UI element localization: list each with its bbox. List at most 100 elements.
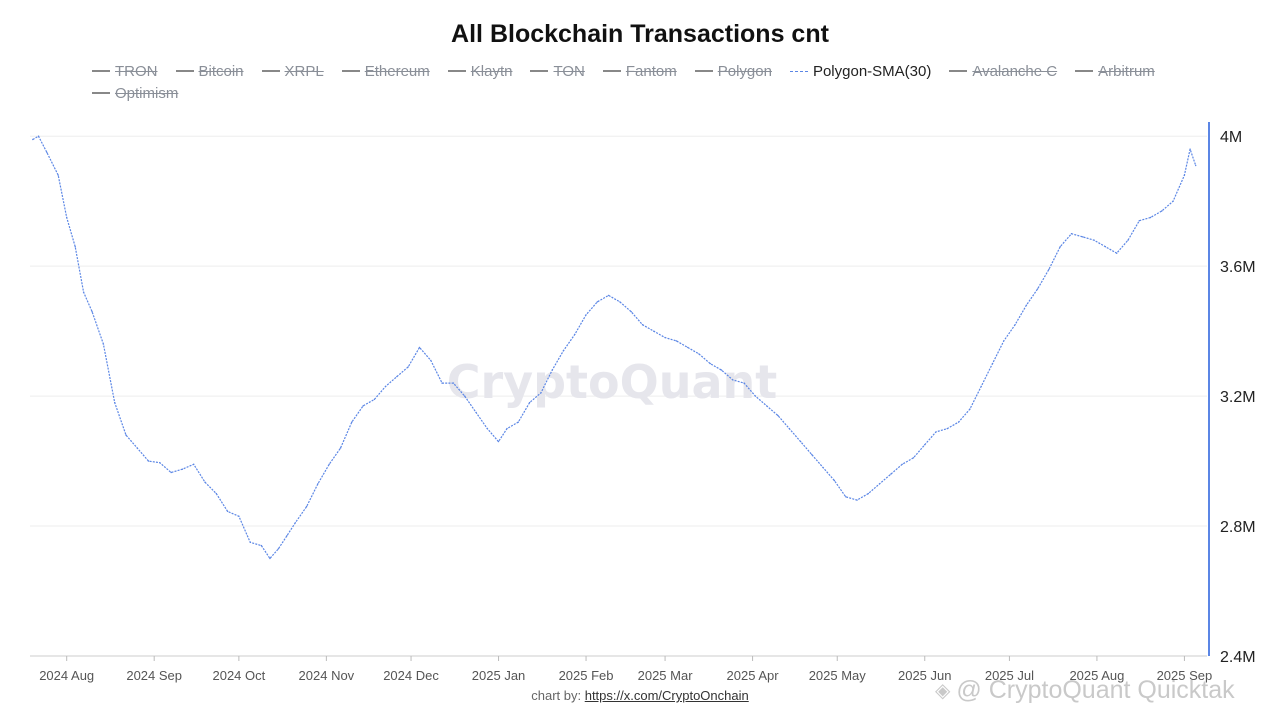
x-tick-label: 2024 Dec (383, 668, 439, 683)
series-point (1116, 252, 1118, 254)
series-point (720, 369, 723, 371)
legend-label: Fantom (625, 62, 677, 80)
series-point (1138, 220, 1141, 222)
legend-item-avalanche-c[interactable]: Avalanche C (949, 62, 1057, 80)
legend-item-xrpl[interactable]: XRPL (261, 62, 324, 80)
series-point (215, 492, 217, 495)
x-tick-label: 2025 Sep (1157, 668, 1213, 683)
series-point (339, 447, 342, 449)
series-point (277, 548, 280, 550)
series-point (114, 401, 116, 404)
legend-item-ton[interactable]: TON (530, 62, 585, 80)
series-point (418, 346, 421, 349)
legend-item-fantom[interactable]: Fantom (602, 62, 677, 80)
series-point (811, 453, 813, 456)
series-line-polygon-sma30 (32, 135, 1197, 560)
legend-label: TRON (115, 62, 158, 80)
legend-item-optimism[interactable]: Optimism (92, 84, 178, 102)
legend-item-ethereum[interactable]: Ethereum (341, 62, 430, 80)
legend-swatch (949, 70, 968, 72)
legend-swatch (92, 92, 110, 94)
legend-label: Klaytn (470, 62, 513, 80)
x-tick-label: 2024 Aug (39, 668, 94, 683)
series-point (822, 466, 824, 469)
legend-swatch (1075, 70, 1094, 72)
series-point (82, 291, 85, 293)
series-point (630, 311, 632, 313)
series-point (497, 440, 500, 443)
series-point (1025, 304, 1028, 306)
x-tick-label: 2024 Nov (299, 668, 355, 683)
legend-label: Bitcoin (198, 62, 244, 80)
legend-item-tron[interactable]: TRON (92, 62, 158, 80)
series-point (170, 471, 172, 474)
series-point (935, 431, 937, 433)
series-point (1036, 288, 1039, 290)
x-tick-label: 2025 May (809, 668, 867, 683)
series-point (238, 515, 240, 517)
x-tick-label: 2025 Jul (985, 668, 1034, 683)
legend-label: Arbitrum (1098, 62, 1155, 80)
series-point (743, 382, 745, 384)
series-point (159, 462, 161, 464)
credit-link[interactable]: https://x.com/CryptoOnchain (584, 688, 749, 703)
x-tick-label: 2025 Feb (559, 668, 614, 683)
series-point (193, 463, 195, 465)
legend-item-polygon[interactable]: Polygon (694, 62, 772, 80)
y-tick-label: 2.4M (1220, 649, 1256, 666)
chart-legend: TRON Bitcoin XRPL Ethereum Klaytn TON Fantom Po… (92, 62, 1202, 102)
series-point (430, 359, 432, 362)
series-point (384, 385, 387, 388)
series-point (924, 444, 926, 446)
corner-watermark-text: @ CryptoQuant Quicktak (956, 676, 1235, 704)
series-point (653, 330, 655, 332)
legend-swatch (789, 70, 808, 72)
series-point (32, 138, 34, 141)
legend-swatch (602, 70, 621, 72)
x-tick-label: 2024 Oct (212, 668, 265, 683)
series-point (181, 468, 184, 470)
series-point (74, 246, 76, 248)
legend-item-arbitrum[interactable]: Arbitrum (1075, 62, 1155, 80)
series-point (619, 301, 621, 303)
x-tick-label: 2025 Mar (638, 668, 694, 683)
legend-item-polygon-sma-30[interactable]: Polygon-SMA(30) (789, 62, 931, 80)
series-point (574, 333, 576, 336)
series-point (540, 392, 542, 394)
series-point (957, 421, 960, 423)
x-tick-label: 2025 Aug (1069, 668, 1124, 683)
series-point (147, 460, 150, 462)
series-point (328, 463, 330, 465)
series-point (664, 336, 666, 339)
series-point (596, 301, 598, 303)
x-tick-label: 2025 Jan (472, 668, 526, 683)
series-point (286, 535, 288, 537)
series-point (788, 427, 790, 430)
chart-title: All Blockchain Transactions cnt (451, 20, 829, 48)
series-point (1048, 268, 1050, 271)
legend-swatch (92, 70, 110, 72)
legend-item-bitcoin[interactable]: Bitcoin (175, 62, 244, 80)
series-point (317, 483, 319, 485)
x-tick-label: 2024 Sep (126, 668, 182, 683)
legend-item-klaytn[interactable]: Klaytn (447, 62, 513, 80)
y-tick-label: 2.8M (1220, 519, 1256, 536)
series-point (1003, 340, 1005, 342)
series-point (102, 343, 105, 345)
series-point (562, 349, 565, 352)
series-point (407, 366, 409, 368)
series-point (269, 557, 271, 560)
x-tick-label: 2025 Jun (898, 668, 952, 683)
y-tick-label: 4M (1220, 129, 1242, 146)
series-point (946, 427, 948, 430)
series-point (1149, 216, 1152, 219)
series-point (46, 151, 48, 154)
series-point (464, 395, 466, 397)
binance-square-icon: ◈ (935, 680, 951, 702)
series-point (901, 463, 903, 465)
series-point (1195, 164, 1197, 167)
series-point (57, 174, 59, 176)
series-point (294, 522, 296, 524)
legend-label: XRPL (284, 62, 324, 80)
